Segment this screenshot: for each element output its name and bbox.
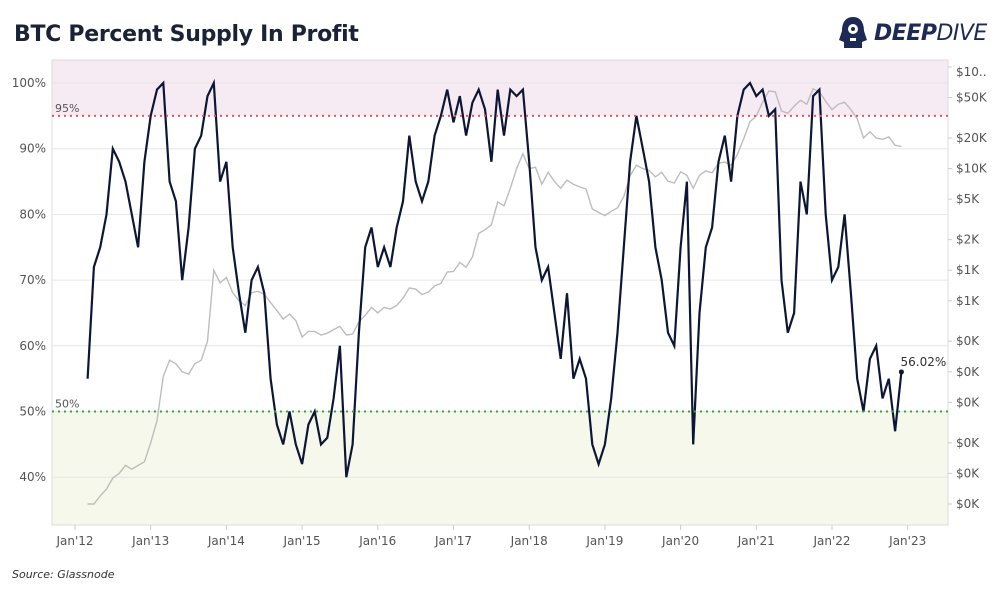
- x-tick-label: Jan'18: [510, 534, 548, 548]
- plot-frame: [51, 59, 949, 526]
- profit-series-line: [86, 78, 903, 478]
- y-right-tick-label: $1K: [956, 263, 980, 277]
- y-tick-label: 90%: [19, 142, 46, 156]
- source-note: Source: Glassnode: [12, 568, 115, 581]
- y-right-tick-label: $5K: [956, 192, 980, 206]
- lower-band: [52, 411, 948, 525]
- x-tick-label: Jan'23: [888, 534, 926, 548]
- y-right-tick-label: $0K: [956, 436, 980, 450]
- x-tick-label: Jan'20: [661, 534, 699, 548]
- x-tick-label: Jan'13: [131, 534, 169, 548]
- y-right-tick-label: $20K: [956, 131, 988, 145]
- price-series-line: [87, 87, 902, 505]
- logo-text: DEEPDIVE: [874, 20, 987, 46]
- y-right-tick-label: $1K: [956, 294, 980, 308]
- y-right-tick-label: $2K: [956, 233, 980, 247]
- y-right-tick-label: $10K: [956, 162, 988, 176]
- x-tick-label: Jan'15: [283, 534, 321, 548]
- y-right-tick-label: $0K: [956, 497, 980, 511]
- y-tick-label: 50%: [19, 405, 46, 419]
- deepdive-logo: DEEPDIVE: [838, 16, 987, 50]
- x-tick-label: Jan'14: [207, 534, 245, 548]
- x-tick-label: Jan'19: [585, 534, 623, 548]
- y-right-tick-label: $50K: [956, 91, 988, 105]
- y-tick-label: 100%: [12, 76, 46, 90]
- y-tick-label: 80%: [19, 207, 46, 221]
- y-right-tick-label: $0K: [956, 365, 980, 379]
- y-tick-label: 40%: [19, 470, 46, 484]
- reference-label-95: 95%: [55, 102, 79, 115]
- diver-helmet-icon: [839, 17, 867, 48]
- x-tick-label: Jan'12: [55, 534, 93, 548]
- y-right-tick-label: $10..: [956, 65, 987, 79]
- x-tick-label: Jan'21: [737, 534, 775, 548]
- x-tick-label: Jan'16: [358, 534, 396, 548]
- reference-label-50: 50%: [55, 398, 79, 411]
- y-tick-label: 60%: [19, 339, 46, 353]
- y-right-tick-label: $0K: [956, 334, 980, 348]
- x-tick-label: Jan'17: [434, 534, 472, 548]
- last-value-label: 56.02%: [901, 355, 947, 369]
- last-point: [898, 369, 904, 375]
- x-tick-label: Jan'22: [812, 534, 850, 548]
- y-right-tick-label: $0K: [956, 466, 980, 480]
- chart-title: BTC Percent Supply In Profit: [14, 22, 359, 47]
- y-right-tick-label: $0K: [956, 395, 980, 409]
- y-tick-label: 70%: [19, 273, 46, 287]
